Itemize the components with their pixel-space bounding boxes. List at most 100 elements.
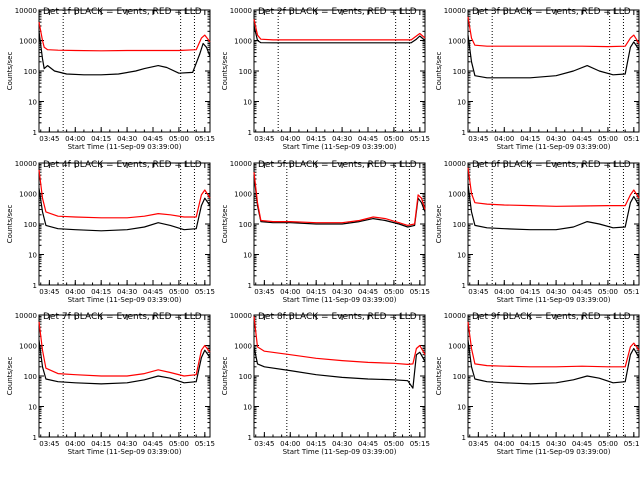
x-axis-label: Start Time (11-Sep-09 03:39:00)	[68, 448, 182, 456]
series-line-events	[467, 184, 640, 231]
plot-frame	[467, 9, 640, 133]
y-tick-label: 1000	[19, 343, 37, 351]
x-tick-label: 03:45	[254, 135, 274, 143]
x-tick-label: 04:45	[143, 288, 163, 296]
y-tick-label: 100	[239, 373, 252, 381]
y-tick-label: 10	[243, 404, 252, 412]
y-tick-label: 100	[24, 68, 37, 76]
x-tick-label: 03:45	[39, 440, 59, 448]
corner-label: L	[613, 160, 618, 169]
x-tick-label: 04:15	[520, 135, 540, 143]
x-tick-label: 05:15	[410, 440, 430, 448]
x-tick-label: 04:45	[358, 288, 378, 296]
chart-title: Det 2f BLACK = Events, RED = LLD	[258, 7, 417, 17]
corner-label: L	[613, 7, 618, 16]
y-tick-label: 1000	[19, 38, 37, 46]
x-tick-label: 05:00	[598, 440, 618, 448]
y-tick-label: 1000	[19, 191, 37, 199]
y-tick-label: 1	[462, 434, 466, 442]
series-line-events	[38, 340, 211, 385]
y-axis-label: Counts/sec	[221, 205, 229, 244]
x-axis-label: Start Time (11-Sep-09 03:39:00)	[68, 296, 182, 304]
x-tick-label: 04:00	[65, 288, 85, 296]
corner-label: L	[184, 7, 189, 16]
y-tick-label: 10000	[444, 312, 466, 320]
series-line-lld	[253, 316, 426, 365]
y-tick-label: 100	[24, 373, 37, 381]
plot-frame	[467, 314, 640, 438]
series-line-lld	[38, 21, 211, 52]
corner-label: L	[399, 160, 404, 169]
x-tick-label: 04:30	[332, 288, 352, 296]
plot-frame	[253, 9, 426, 133]
y-tick-label: 1	[33, 129, 37, 137]
x-tick-label: 04:45	[572, 135, 592, 143]
y-tick-label: 1	[33, 434, 37, 442]
y-axis-label: Counts/sec	[435, 52, 443, 91]
x-tick-label: 04:45	[358, 440, 378, 448]
y-tick-label: 10	[457, 252, 466, 260]
y-tick-label: 1	[248, 434, 252, 442]
x-tick-label: 03:45	[468, 440, 488, 448]
x-tick-label: 05:15	[624, 288, 640, 296]
series-line-events	[467, 35, 640, 79]
y-axis-label: Counts/sec	[221, 52, 229, 91]
x-tick-label: 04:30	[117, 288, 137, 296]
y-tick-label: 1000	[448, 343, 466, 351]
y-tick-label: 10	[457, 404, 466, 412]
series-line-lld	[467, 16, 640, 48]
x-tick-label: 04:00	[65, 440, 85, 448]
y-tick-label: 100	[24, 221, 37, 229]
x-tick-label: 03:45	[39, 135, 59, 143]
x-tick-label: 04:00	[280, 135, 300, 143]
x-tick-label: 04:15	[91, 440, 111, 448]
x-tick-label: 04:30	[117, 135, 137, 143]
y-tick-label: 10000	[15, 7, 37, 15]
series-line-events	[253, 175, 426, 228]
corner-label: L	[613, 312, 618, 321]
x-axis-label: Start Time (11-Sep-09 03:39:00)	[283, 448, 397, 456]
y-tick-label: 10000	[230, 312, 252, 320]
y-tick-label: 10000	[15, 160, 37, 168]
y-tick-label: 10000	[444, 160, 466, 168]
y-tick-label: 1000	[234, 343, 252, 351]
x-tick-label: 05:00	[169, 440, 189, 448]
y-tick-label: 10	[28, 99, 37, 107]
x-tick-label: 05:00	[384, 288, 404, 296]
x-tick-label: 03:45	[254, 440, 274, 448]
x-tick-label: 04:30	[546, 288, 566, 296]
x-tick-label: 04:30	[546, 440, 566, 448]
y-tick-label: 1	[248, 129, 252, 137]
series-line-lld	[467, 321, 640, 368]
y-tick-label: 100	[453, 373, 466, 381]
x-tick-label: 05:15	[195, 440, 215, 448]
x-tick-label: 04:15	[520, 440, 540, 448]
x-tick-label: 05:00	[598, 288, 618, 296]
x-tick-label: 05:00	[169, 135, 189, 143]
x-tick-label: 05:15	[624, 135, 640, 143]
series-line-lld	[253, 172, 426, 226]
series-line-lld	[38, 169, 211, 219]
x-tick-label: 04:45	[358, 135, 378, 143]
y-tick-label: 100	[239, 68, 252, 76]
x-axis-label: Start Time (11-Sep-09 03:39:00)	[283, 296, 397, 304]
y-tick-label: 100	[453, 221, 466, 229]
x-tick-label: 03:45	[39, 288, 59, 296]
y-axis-label: Counts/sec	[435, 357, 443, 396]
y-tick-label: 1	[248, 282, 252, 290]
series-line-events	[38, 188, 211, 232]
corner-label: L	[399, 7, 404, 16]
chart-title: Det 4f BLACK = Events, RED = LLD	[43, 160, 202, 170]
x-tick-label: 04:00	[494, 135, 514, 143]
x-tick-label: 04:15	[306, 135, 326, 143]
x-axis-label: Start Time (11-Sep-09 03:39:00)	[497, 448, 611, 456]
x-tick-label: 04:00	[494, 440, 514, 448]
